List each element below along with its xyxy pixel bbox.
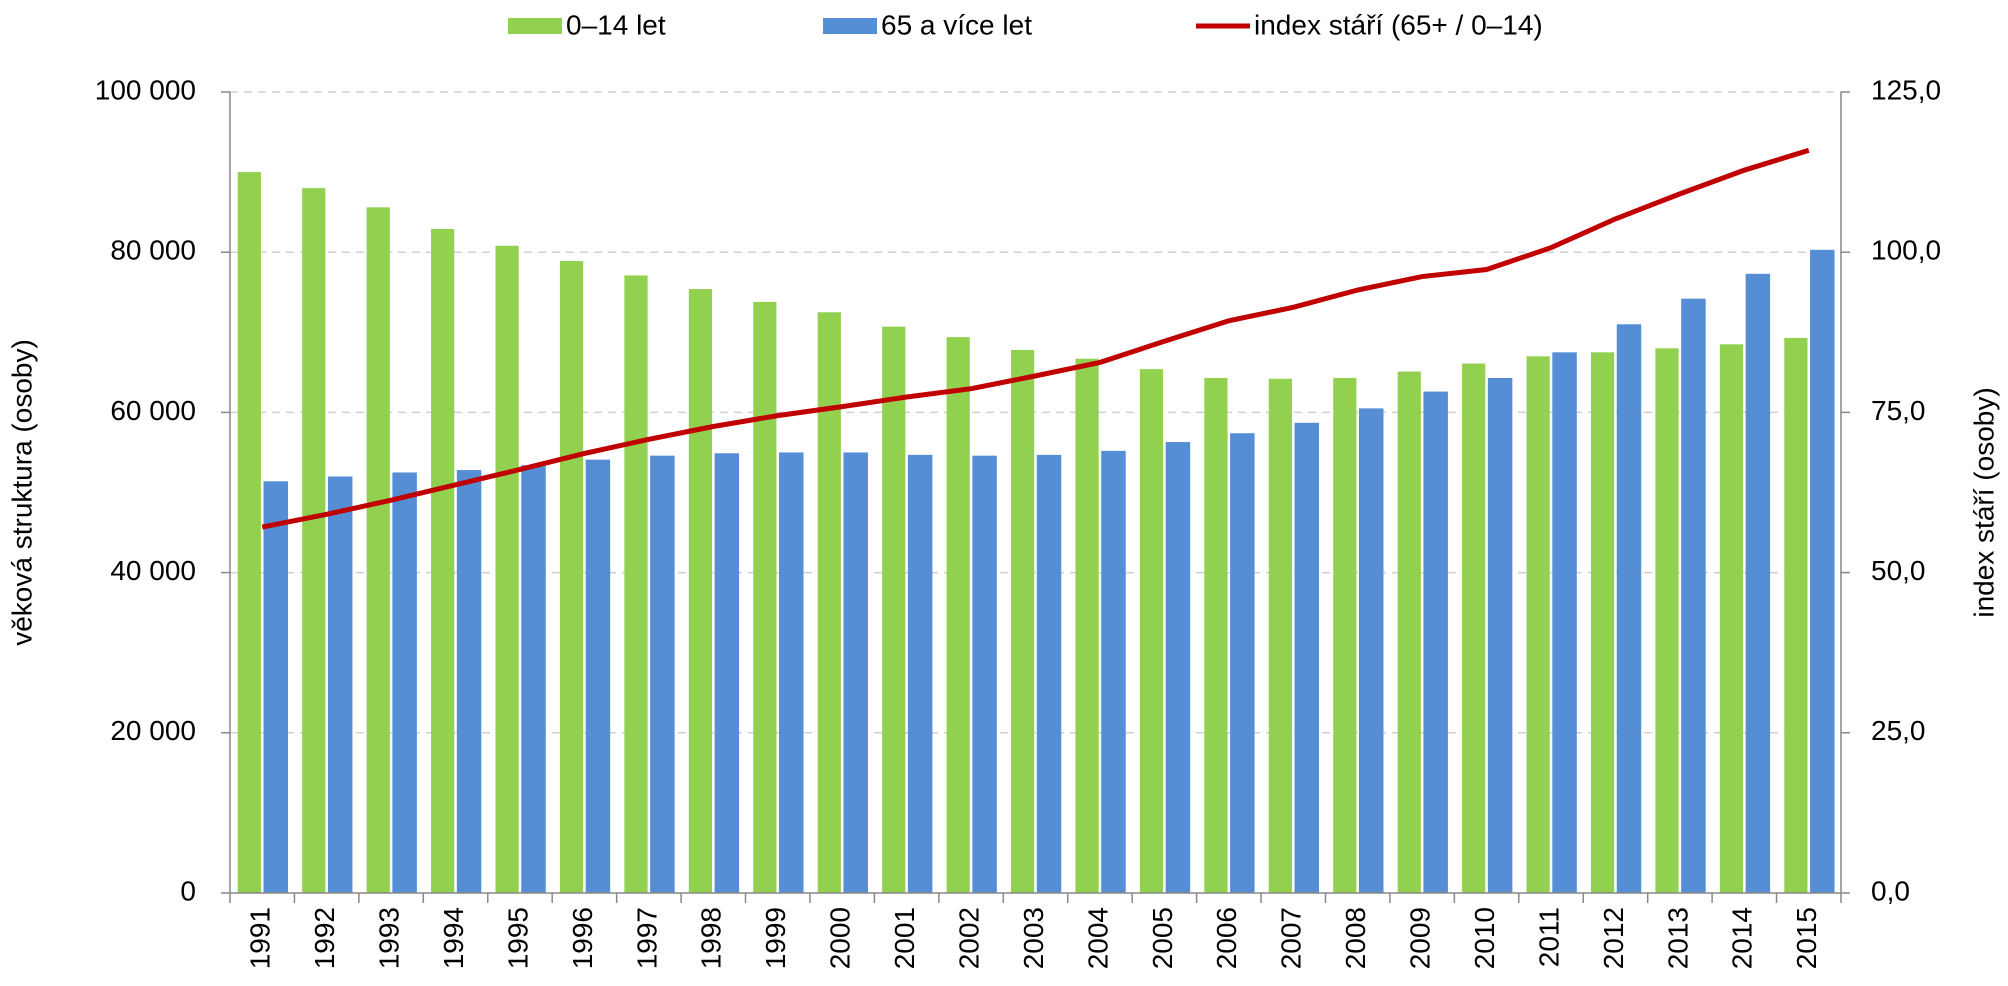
legend-label: 65 a více let — [881, 9, 1032, 40]
y2-tick-label: 25,0 — [1871, 715, 1926, 746]
bar — [624, 275, 648, 894]
bar — [521, 465, 546, 893]
x-tick-label: 2004 — [1082, 907, 1113, 969]
bar — [302, 188, 326, 893]
bar — [1655, 348, 1679, 893]
bar — [456, 470, 482, 893]
bar — [1036, 454, 1062, 893]
bar — [559, 261, 584, 893]
bar — [1719, 344, 1744, 893]
bar — [1423, 391, 1448, 893]
bar — [1681, 298, 1706, 894]
bar — [327, 476, 353, 893]
y-tick-label: 20 000 — [110, 715, 196, 746]
legend-label: index stáří (65+ / 0–14) — [1254, 9, 1543, 40]
bar — [1810, 249, 1835, 893]
bar — [1139, 369, 1164, 893]
y2-tick-label: 0,0 — [1871, 875, 1910, 906]
bar — [1075, 358, 1099, 893]
bar — [1397, 371, 1421, 893]
x-tick-label: 1992 — [309, 907, 340, 969]
legend-label: 0–14 let — [566, 9, 666, 40]
x-tick-label: 2010 — [1469, 907, 1500, 969]
bar — [1552, 352, 1577, 893]
bar — [392, 472, 417, 893]
x-tick-label: 2005 — [1147, 907, 1178, 969]
bar — [1745, 273, 1771, 893]
bar — [495, 245, 519, 894]
x-tick-label: 2011 — [1533, 907, 1564, 967]
x-tick-label: 1994 — [438, 907, 469, 969]
x-tick-label: 2003 — [1018, 907, 1049, 969]
bar — [972, 455, 997, 893]
bar — [1230, 433, 1255, 893]
x-tick-label: 1993 — [373, 907, 404, 969]
x-tick-label: 2002 — [953, 907, 984, 969]
bar — [1358, 408, 1384, 893]
bar — [1590, 352, 1615, 893]
bar — [1462, 363, 1486, 893]
x-tick-label: 2015 — [1791, 907, 1822, 969]
x-tick-label: 2014 — [1727, 907, 1758, 969]
bar — [1101, 450, 1126, 893]
bar — [714, 453, 740, 893]
bar — [843, 452, 868, 893]
y-tick-label: 60 000 — [110, 395, 196, 426]
y-tick-label: 40 000 — [110, 555, 196, 586]
x-tick-label: 2006 — [1211, 907, 1242, 969]
x-tick-label: 2009 — [1405, 907, 1436, 969]
x-tick-label: 2008 — [1340, 907, 1371, 969]
x-tick-label: 1996 — [567, 907, 598, 969]
x-tick-label: 1991 — [245, 907, 276, 969]
bar — [882, 326, 906, 893]
bar — [237, 172, 261, 894]
bar — [1268, 378, 1292, 893]
x-tick-label: 2007 — [1276, 907, 1307, 969]
x-tick-label: 2001 — [889, 907, 920, 969]
y-tick-label: 80 000 — [110, 235, 196, 266]
bar — [263, 481, 288, 893]
y-tick-label: 100 000 — [95, 74, 196, 105]
bar — [946, 337, 970, 894]
bar — [907, 454, 933, 893]
y-axis-label: věková struktura (osoby) — [6, 339, 37, 646]
bar — [779, 452, 804, 893]
x-tick-label: 2000 — [825, 907, 856, 969]
x-tick-label: 2013 — [1662, 907, 1693, 969]
y2-tick-label: 100,0 — [1871, 235, 1941, 266]
bar — [431, 228, 455, 893]
bar — [1526, 356, 1550, 894]
y2-tick-label: 125,0 — [1871, 74, 1941, 105]
legend-swatch — [508, 18, 562, 34]
bar — [650, 455, 675, 893]
bar — [366, 207, 390, 893]
bar — [1487, 377, 1513, 893]
line — [261, 147, 1810, 530]
x-tick-label: 1999 — [760, 907, 791, 969]
bar — [753, 301, 777, 893]
y2-tick-label: 50,0 — [1871, 555, 1926, 586]
x-tick-label: 1998 — [696, 907, 727, 969]
bar — [1011, 349, 1035, 893]
y2-tick-label: 75,0 — [1871, 395, 1926, 426]
x-tick-label: 1995 — [502, 907, 533, 969]
x-tick-label: 1997 — [631, 907, 662, 969]
y2-axis-label: index stáří (osoby) — [1968, 387, 1999, 617]
bar — [817, 312, 841, 893]
x-tick-label: 2012 — [1598, 907, 1629, 969]
y-tick-label: 0 — [180, 875, 196, 906]
bar — [1784, 337, 1808, 894]
bar — [1333, 377, 1357, 893]
bar — [1294, 422, 1320, 893]
legend-swatch — [823, 18, 877, 34]
bar — [585, 459, 611, 893]
bar — [1616, 324, 1642, 893]
bar — [1165, 442, 1191, 893]
bar — [1204, 377, 1228, 893]
bar — [688, 289, 713, 893]
